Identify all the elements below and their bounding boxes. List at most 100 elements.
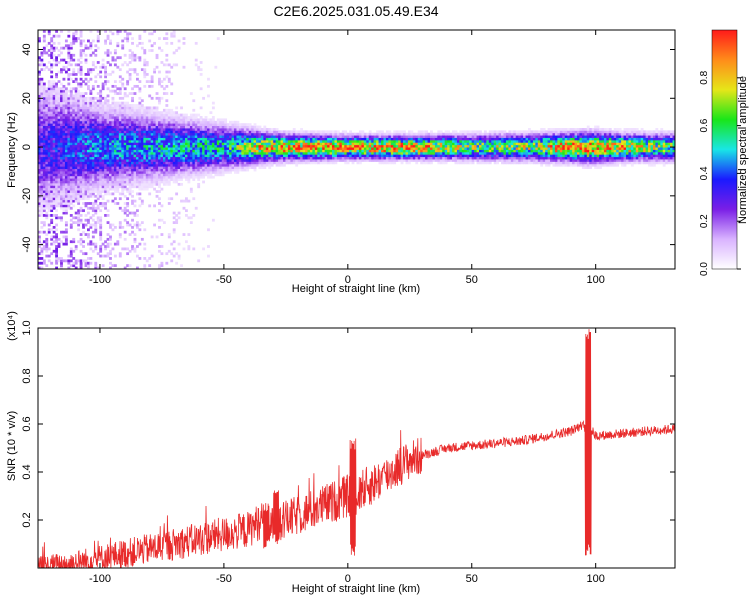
spectrogram-cell <box>290 154 294 158</box>
spectrogram-cell <box>226 147 230 150</box>
spectrogram-cell <box>38 151 41 155</box>
spectrogram-cell <box>329 154 333 158</box>
spectrogram-cell <box>211 101 215 105</box>
spectrogram-cell <box>50 46 54 50</box>
spectrogram-cell <box>64 46 68 50</box>
spectrogram-cell <box>133 161 137 165</box>
spectrogram-cell <box>170 163 174 167</box>
spectrogram-cell <box>128 178 132 181</box>
spectrogram-cell <box>216 123 220 126</box>
spectrogram-cell <box>248 147 252 150</box>
spectrogram-cell <box>42 171 46 174</box>
spectrogram-cell <box>243 137 247 141</box>
spectrogram-cell <box>243 163 247 167</box>
spectrogram-cell <box>42 84 46 88</box>
spectrogram-cell <box>40 190 44 193</box>
spectrogram-cell <box>187 144 191 148</box>
spectrogram-cell <box>136 166 139 170</box>
spectrogram-cell <box>116 151 120 155</box>
spectrogram-cell <box>89 111 93 115</box>
spectrogram-cell <box>236 151 240 155</box>
spectrogram-cell <box>133 147 137 150</box>
spectrogram-cell <box>199 106 203 110</box>
spectrogram-cell <box>79 73 83 76</box>
spectrogram-cell <box>84 223 88 227</box>
spectrogram-cell <box>180 182 183 186</box>
spectrogram-cell <box>64 65 68 69</box>
spectrogram-cell <box>187 159 191 162</box>
spectrogram-cell <box>258 161 262 165</box>
spectrogram-cell <box>297 130 301 134</box>
spectrogram-cell <box>109 168 112 172</box>
spectrogram-cell <box>226 168 230 172</box>
spectrogram-cell <box>52 178 56 181</box>
spectrogram-cell <box>177 118 181 122</box>
spectrogram-cell <box>167 151 171 155</box>
spectrogram-cell <box>40 127 44 131</box>
spectrogram-cell <box>177 46 181 50</box>
spectrogram-cell <box>415 147 419 150</box>
spectrogram-cell <box>388 147 392 150</box>
spectrogram-cell <box>69 192 73 196</box>
spectrogram-cell <box>197 168 201 172</box>
spectrogram-cell <box>50 235 54 239</box>
spectrogram-cell <box>253 149 257 153</box>
spectrogram-cell <box>52 53 56 57</box>
spectrogram-cell <box>40 252 44 256</box>
spectrogram-cell <box>62 180 66 184</box>
spectrogram-cell <box>390 144 394 148</box>
spectrogram-cell <box>407 130 411 134</box>
spectrogram-cell <box>55 178 58 181</box>
spectrogram-cell <box>106 178 110 181</box>
spectrogram-cell <box>251 135 254 138</box>
spectrogram-cell <box>160 113 164 117</box>
spectrogram-cell <box>192 154 196 158</box>
spectrogram-cell <box>118 159 122 162</box>
spectrogram-cell <box>62 173 66 177</box>
spectrogram-cell <box>106 171 110 174</box>
spectrogram-cell <box>167 197 171 201</box>
spectrogram-cell <box>334 149 338 153</box>
spectrogram-cell <box>400 139 404 143</box>
spectrogram-cell <box>47 116 51 119</box>
spectrogram-cell <box>89 77 93 81</box>
spectrogram-cell <box>101 123 105 126</box>
spectrogram-cell <box>77 147 81 150</box>
spectrogram-cell <box>62 106 66 110</box>
spectrogram-cell <box>74 116 78 119</box>
spectrogram-cell <box>258 125 262 129</box>
spectrogram-cell <box>47 161 51 165</box>
spectrogram-cell <box>167 163 171 167</box>
spectrogram-cell <box>133 123 137 126</box>
spectrogram-cell <box>189 156 193 160</box>
spectrogram-cell <box>42 209 46 213</box>
spectrogram-cell <box>150 118 154 122</box>
spectrogram-cell <box>45 180 49 184</box>
spectrogram-cell <box>238 139 242 143</box>
spectrogram-cell <box>40 51 44 55</box>
spectrogram-cell <box>351 139 355 143</box>
spectrogram-cell <box>138 161 142 165</box>
spectrogram-cell <box>121 151 125 155</box>
spectrogram-cell <box>87 187 90 191</box>
spectrogram-cell <box>104 254 107 258</box>
spectrogram-cell <box>99 254 103 258</box>
spectrogram-cell <box>133 120 137 124</box>
spectrogram-cell <box>101 182 105 186</box>
spectrogram-cell <box>96 125 100 129</box>
spectrogram-cell <box>50 194 54 198</box>
spectrogram-cell <box>158 168 161 172</box>
spectrogram-cell <box>40 63 44 67</box>
spectrogram-cell <box>123 161 127 165</box>
spectrogram-cell <box>94 104 98 107</box>
spectrogram-cell <box>106 182 110 186</box>
spectrogram-cell <box>275 149 279 153</box>
spectrogram-cell <box>55 104 58 107</box>
spectrogram-cell <box>138 132 142 136</box>
spectrogram-cell <box>263 163 267 167</box>
spectrogram-cell <box>106 237 110 241</box>
spectrogram-cell <box>94 266 98 269</box>
spectrogram-cell <box>72 175 76 179</box>
spectrogram-cell <box>185 159 188 162</box>
spectrogram-cell <box>307 137 311 141</box>
